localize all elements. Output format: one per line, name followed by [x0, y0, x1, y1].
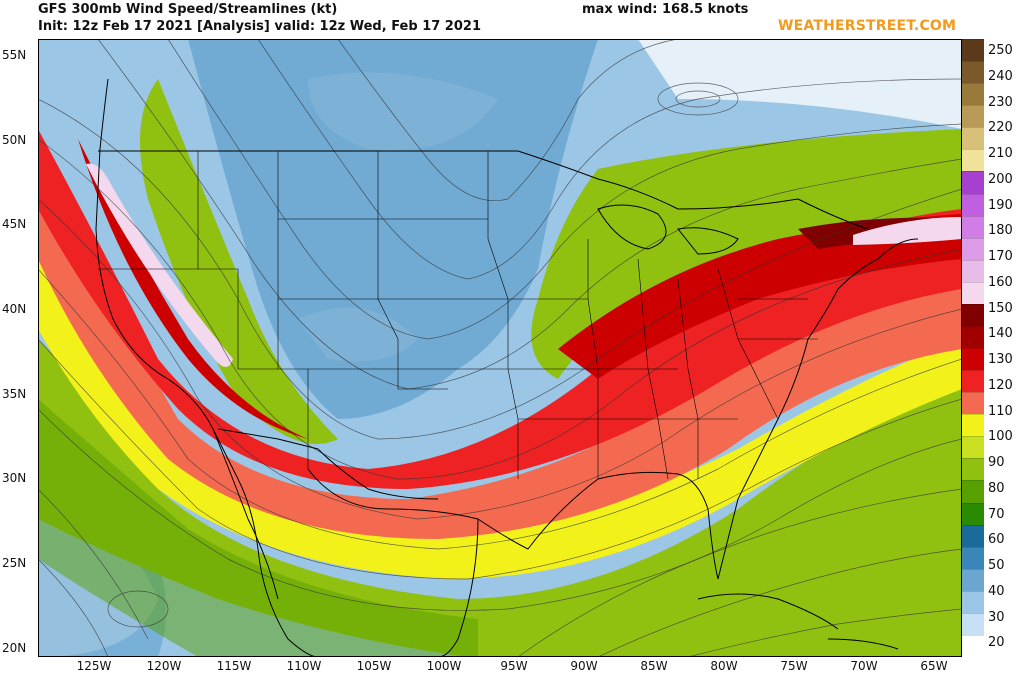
colorbar-swatch — [962, 524, 984, 548]
latitude-label: 50N — [2, 132, 27, 147]
colorbar-label: 70 — [988, 506, 1005, 522]
longitude-label: 80W — [710, 659, 738, 673]
colorbar-swatch — [962, 414, 984, 438]
colorbar-swatch — [962, 325, 984, 349]
colorbar-label: 130 — [988, 352, 1013, 367]
longitude-label: 90W — [570, 659, 598, 673]
longitude-label: 75W — [780, 659, 808, 673]
colorbar-swatch — [962, 436, 984, 460]
colorbar-label: 200 — [988, 171, 1013, 187]
map-title: GFS 300mb Wind Speed/Streamlines (kt) — [38, 2, 338, 17]
map-subtitle: Init: 12z Feb 17 2021 [Analysis] valid: … — [38, 19, 481, 34]
longitude-label: 85W — [640, 659, 668, 673]
colorbar-label: 140 — [988, 326, 1013, 342]
longitude-label: 95W — [500, 659, 528, 673]
latitude-label: 55N — [2, 47, 27, 62]
latitude-label: 35N — [2, 386, 27, 401]
wind-speed-map — [38, 39, 962, 657]
colorbar-swatch — [962, 127, 984, 151]
colorbar-swatch — [962, 281, 984, 305]
longitude-label: 120W — [146, 659, 182, 673]
colorbar-label: 110 — [988, 403, 1013, 419]
colorbar-label: 160 — [988, 274, 1013, 290]
colorbar-label: 210 — [988, 146, 1013, 161]
colorbar-swatch — [962, 612, 984, 636]
longitude-label: 105W — [356, 659, 392, 673]
colorbar-label: 40 — [988, 583, 1005, 599]
colorbar-swatch — [962, 370, 984, 394]
colorbar-swatch — [962, 634, 984, 658]
colorbar-label: 240 — [988, 68, 1013, 84]
colorbar-swatch — [962, 215, 984, 239]
colorbar-label: 250 — [988, 43, 1013, 58]
colorbar-swatch — [962, 392, 984, 416]
colorbar-swatch — [962, 149, 984, 173]
map-frame — [38, 39, 962, 657]
longitude-label: 110W — [286, 659, 322, 673]
colorbar-label: 50 — [988, 558, 1005, 573]
colorbar-swatch — [962, 480, 984, 504]
colorbar-swatch — [962, 546, 984, 570]
wind-speed-colorbar: 250 240 230 220 210 200 190 180 170 160 150 140 130 1… — [962, 39, 1022, 658]
colorbar-label: 180 — [988, 223, 1013, 239]
colorbar-label: 190 — [988, 197, 1013, 213]
latitude-label: 20N — [2, 640, 27, 655]
latitude-label: 30N — [2, 471, 27, 486]
colorbar-label: 20 — [988, 635, 1005, 651]
colorbar-label: 220 — [988, 120, 1013, 136]
colorbar-label: 60 — [988, 532, 1005, 548]
colorbar-label: 230 — [988, 94, 1013, 110]
colorbar-swatch — [962, 39, 984, 63]
colorbar-swatch — [962, 590, 984, 614]
max-wind-readout: max wind: 168.5 knots — [582, 2, 749, 17]
colorbar-label: 30 — [988, 609, 1005, 625]
colorbar-label: 100 — [988, 429, 1013, 445]
colorbar-swatch — [962, 171, 984, 195]
longitude-label: 125W — [76, 659, 112, 673]
colorbar-swatch — [962, 237, 984, 261]
colorbar-swatch — [962, 193, 984, 217]
colorbar-label: 170 — [988, 249, 1013, 264]
colorbar-swatch — [962, 502, 984, 526]
streamlines — [38, 39, 962, 657]
brand-logo-text[interactable]: WEATHERSTREET.COM — [778, 18, 957, 34]
latitude-label: 45N — [2, 217, 27, 232]
colorbar-swatch — [962, 83, 984, 107]
colorbar-swatch — [962, 61, 984, 85]
colorbar-swatch — [962, 568, 984, 592]
longitude-label: 115W — [216, 659, 252, 673]
colorbar-label: 90 — [988, 455, 1005, 470]
colorbar-swatch — [962, 105, 984, 129]
state-boundaries — [98, 151, 818, 480]
colorbar-label: 120 — [988, 377, 1013, 393]
longitude-label: 65W — [920, 659, 948, 673]
latitude-label: 40N — [2, 301, 27, 316]
colorbar-swatch — [962, 303, 984, 327]
coastlines-and-borders — [95, 78, 919, 657]
colorbar-swatch — [962, 458, 984, 482]
colorbar-label: 80 — [988, 480, 1005, 496]
colorbar-label: 150 — [988, 300, 1013, 316]
longitude-label: 70W — [850, 659, 878, 673]
colorbar-swatch — [962, 348, 984, 372]
colorbar-swatch — [962, 259, 984, 283]
latitude-label: 25N — [2, 555, 27, 570]
longitude-label: 100W — [426, 659, 462, 673]
wind-speed-field — [38, 39, 962, 657]
